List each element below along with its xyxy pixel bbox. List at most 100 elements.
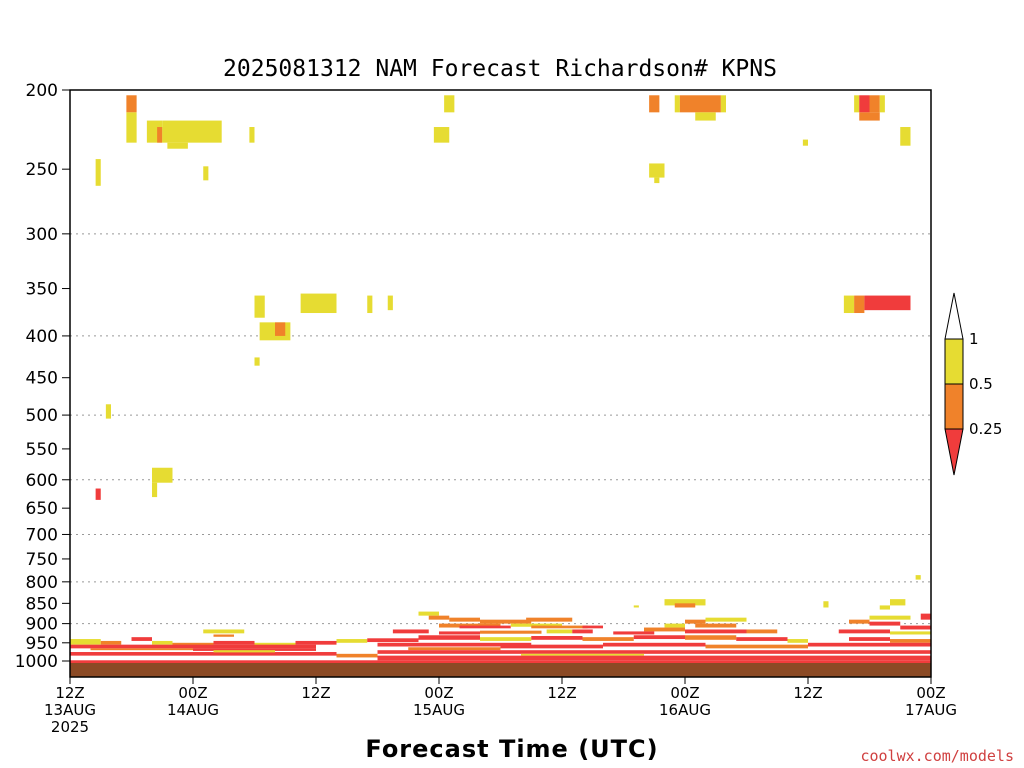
heatmap-cell [418,611,439,616]
heatmap-cell [879,95,885,113]
heatmap-cell [900,127,911,146]
x-tick-label: 00Z [178,684,207,702]
y-tick-label: 850 [26,594,58,614]
heatmap-cell [131,637,152,641]
heatmap-cell [377,642,532,647]
heatmap-cell [70,639,101,645]
heatmap-cell [70,644,316,649]
x-tick-label: 00Z [670,684,699,702]
heatmap-cell [649,163,665,178]
heatmap-cell [695,623,737,628]
y-tick-label: 900 [26,615,58,635]
heatmap-cell [157,127,163,143]
heatmap-cell [95,488,101,500]
heatmap-cell [869,615,911,620]
heatmap-cell [254,357,260,366]
heatmap-cell [685,619,706,624]
heatmap-cell [854,295,865,314]
heatmap-cell [275,322,286,336]
heatmap-cell [582,625,603,629]
heatmap-cell [500,644,603,649]
heatmap-cell [167,142,188,149]
heatmap-cell [367,638,419,643]
heatmap-cell [613,631,655,635]
heatmap-cell [392,629,429,634]
y-tick-label: 300 [26,225,58,245]
y-tick-label: 350 [26,280,58,300]
heatmap-cell [300,293,337,314]
y-tick-label: 400 [26,327,58,347]
heatmap-cell [336,639,368,643]
heatmap-cell [439,623,501,628]
heatmap-cell [418,635,480,640]
heatmap-cell [162,120,222,143]
heatmap-cell [864,295,911,311]
x-tick-label: 00Z [424,684,453,702]
heatmap-cell [480,619,532,624]
heatmap-cell [439,631,480,635]
heatmap-cell [70,660,931,663]
heatmap-cell [649,95,660,113]
heatmap-cell [633,635,685,640]
legend-label: 0.5 [969,375,993,393]
y-tick-label: 200 [26,81,58,101]
x-tick-label: 12Z [793,684,822,702]
heatmap-cell [213,640,255,645]
ground-band [70,663,931,677]
heatmap-cell [336,653,378,658]
x-tick-label: 12Z [301,684,330,702]
heatmap-cell [428,615,450,620]
heatmap-cell [787,639,808,643]
x-tick-label: 17AUG [905,701,957,719]
heatmap-cell [633,605,639,608]
heatmap-cell [890,631,931,635]
heatmap-cell [859,95,870,113]
heatmap-cell [843,295,855,314]
y-tick-label: 650 [26,499,58,519]
y-tick-label: 800 [26,573,58,593]
heatmap-cell [823,601,829,608]
x-tick-label: 2025 [51,718,89,736]
legend-swatch-0.5-1 [944,338,964,385]
heatmap-cell [377,655,931,661]
heatmap-cell [254,642,296,647]
heatmap-cell [254,295,265,318]
heatmap-cell [510,623,562,627]
heatmap-cell [213,634,234,637]
heatmap-cell [531,625,588,629]
heatmap-cell [808,642,931,647]
heatmap-cell [203,166,209,181]
heatmap-cell [838,629,890,634]
heatmap-cell [802,139,808,146]
ground-rect [70,663,931,677]
heatmap-cell [95,159,101,186]
y-tick-label: 550 [26,440,58,460]
legend-swatch-above-1 [944,292,964,340]
x-tick-label: 13AUG [44,701,96,719]
credit-text: coolwx.com/models [860,747,1014,765]
heatmap-cell [664,623,685,628]
x-tick-label: 15AUG [413,701,465,719]
heatmap-cell [685,635,737,640]
heatmap-cell [172,642,214,647]
heatmap-cell [408,647,501,651]
heatmap-cell [603,642,706,647]
heatmap-cell [644,627,685,632]
heatmap-cell [920,613,931,620]
heatmap-cell [674,603,696,608]
heatmap-cell [746,629,778,634]
heatmap-cell [90,648,193,651]
heatmap-cell [249,127,255,143]
heatmap-cell [582,637,634,641]
heatmap-cell [100,640,122,645]
x-tick-label: 12Z [547,684,576,702]
heatmap-cell [705,644,808,649]
y-tick-label: 450 [26,369,58,389]
heatmap-cell [685,629,747,634]
heatmap-cell [377,650,931,654]
legend-swatch-0.25-0.5 [944,383,964,430]
heatmap-cell [433,127,450,143]
legend-swatch-below-0.25 [944,428,964,476]
